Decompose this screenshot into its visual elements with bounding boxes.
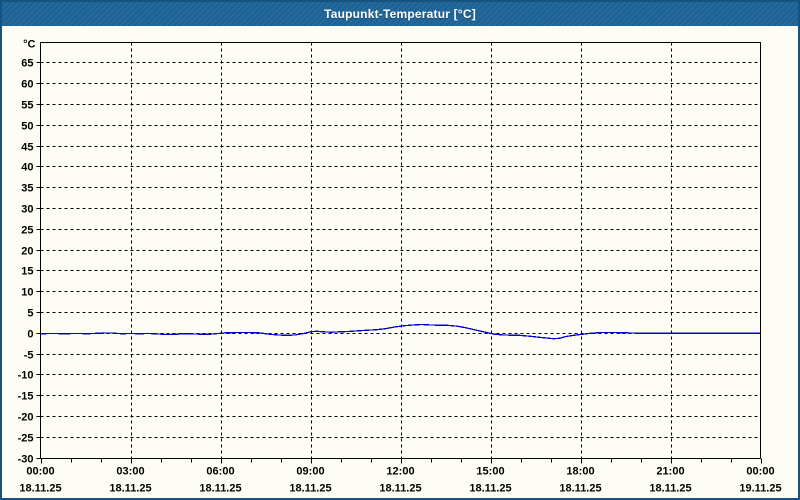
x-tick-time-label: 12:00 (386, 466, 414, 478)
y-tick-label: -25 (18, 433, 34, 445)
x-tick-time-label: 00:00 (746, 466, 774, 478)
x-tick-time-label: 18:00 (566, 466, 594, 478)
x-tick-date-label: 19.11.25 (739, 483, 781, 495)
x-tick-date-label: 18.11.25 (199, 483, 241, 495)
x-tick-date-label: 18.11.25 (19, 483, 61, 495)
y-tick-label: 25 (21, 225, 33, 237)
axis-frame-and-ticks (36, 42, 762, 464)
x-tick-time-label: 21:00 (656, 466, 684, 478)
y-tick-label: 40 (21, 162, 33, 174)
grid-lines (40, 42, 761, 459)
x-axis-labels: 00:00 18.11.25 03:00 18.11.25 06:00 18.11.25 0… (19, 466, 781, 495)
x-tick-date-label: 18.11.25 (649, 483, 691, 495)
y-tick-label: -5 (24, 350, 34, 362)
x-tick-time-label: 06:00 (206, 466, 234, 478)
y-tick-label: 10 (21, 287, 33, 299)
y-tick-label: 45 (21, 142, 33, 154)
y-tick-label: 50 (21, 121, 33, 133)
y-tick-label: 20 (21, 246, 33, 258)
series-line (40, 323, 761, 340)
x-tick-time-label: 09:00 (296, 466, 324, 478)
y-tick-label: 15 (21, 266, 33, 278)
x-tick-date-label: 18.11.25 (289, 483, 331, 495)
x-tick-date-label: 18.11.25 (379, 483, 421, 495)
y-tick-label: -30 (18, 454, 34, 466)
y-tick-label: 30 (21, 204, 33, 216)
window-titlebar[interactable]: Taupunkt-Temperatur [°C] (2, 2, 798, 26)
x-tick-time-label: 15:00 (476, 466, 504, 478)
y-axis-unit-label: °C (23, 39, 35, 51)
x-tick-date-label: 18.11.25 (469, 483, 511, 495)
y-tick-label: -15 (18, 391, 34, 403)
y-tick-label: 65 (21, 58, 33, 70)
x-tick-date-label: 18.11.25 (109, 483, 151, 495)
y-tick-label: 55 (21, 100, 33, 112)
window-title: Taupunkt-Temperatur [°C] (324, 7, 476, 21)
data-series (40, 323, 761, 340)
x-tick-date-label: 18.11.25 (559, 483, 601, 495)
y-tick-label: -10 (18, 370, 34, 382)
y-axis-labels: 65605550454035302520151050-5-10-15-20-25… (18, 39, 36, 466)
y-tick-label: 35 (21, 183, 33, 195)
y-tick-label: 5 (27, 308, 33, 320)
x-tick-time-label: 00:00 (26, 466, 54, 478)
x-tick-time-label: 03:00 (116, 466, 144, 478)
y-tick-label: 60 (21, 79, 33, 91)
y-tick-label: -20 (18, 412, 34, 424)
y-tick-label: 0 (27, 329, 33, 341)
